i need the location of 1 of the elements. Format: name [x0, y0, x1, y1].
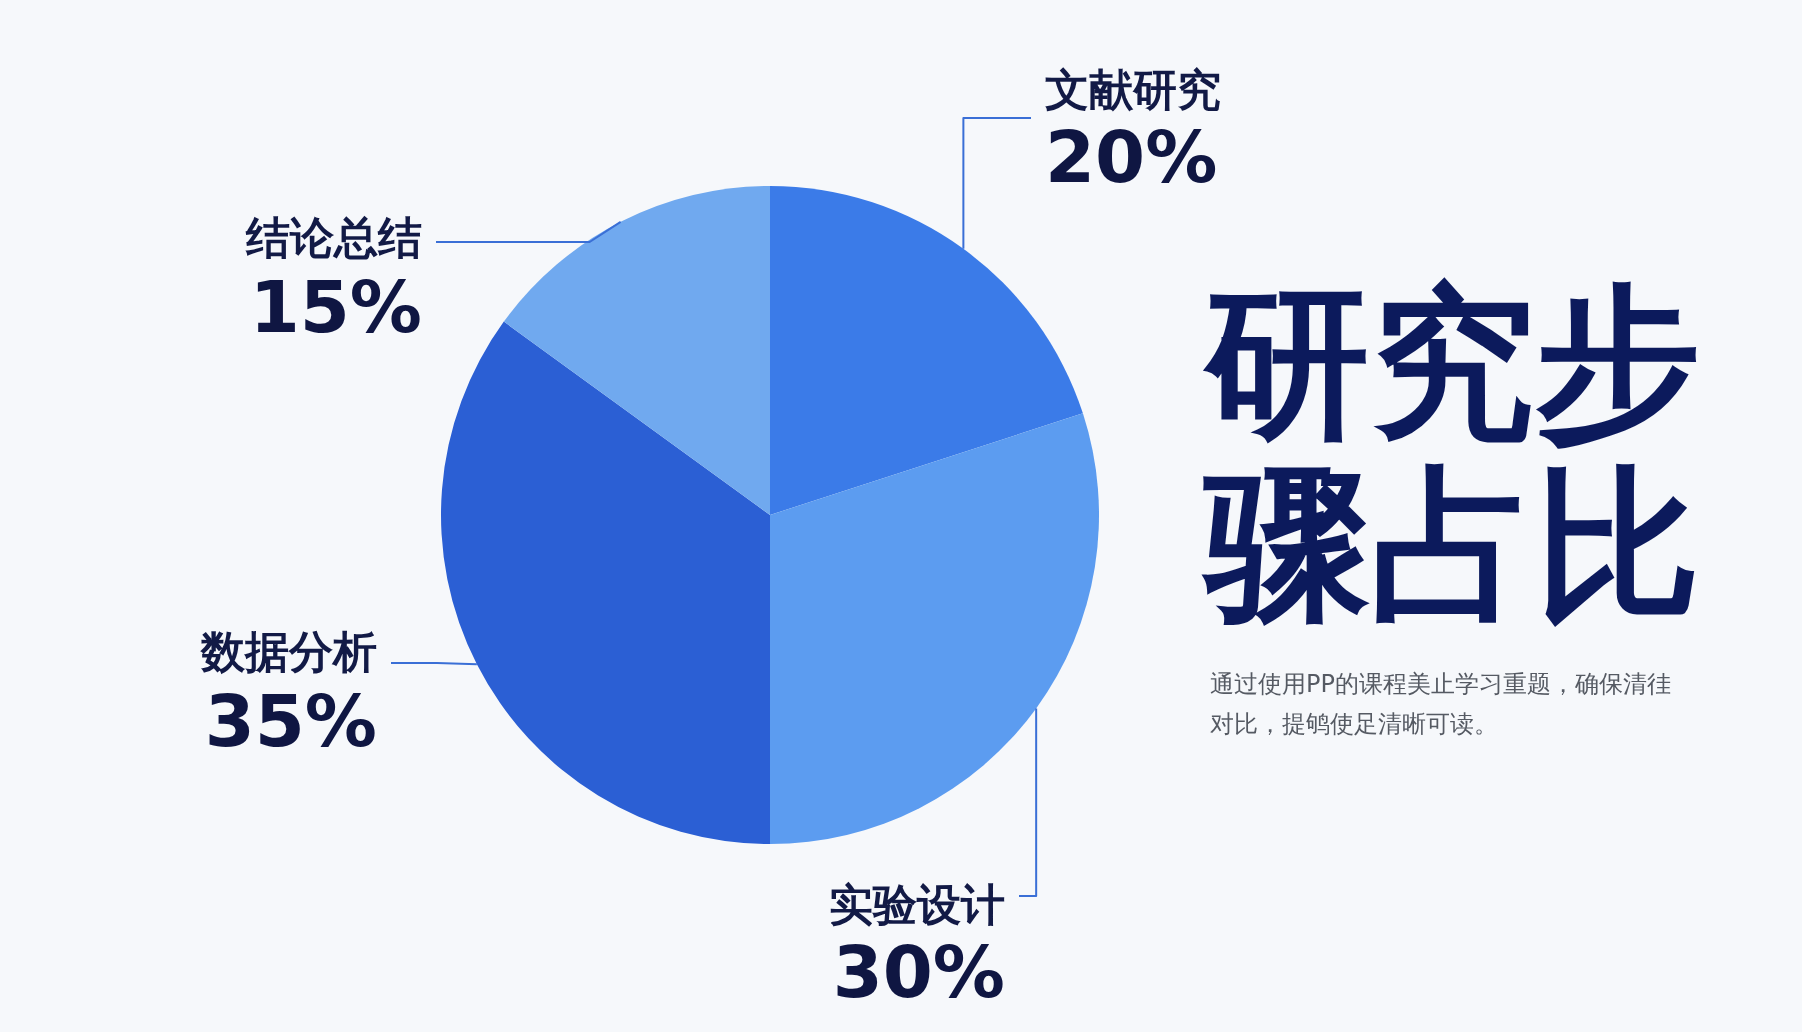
- subtitle: 通过使用PP的课程美止学习重题，确保清徍对比，提鸲使足清晰可读。: [1210, 669, 1672, 740]
